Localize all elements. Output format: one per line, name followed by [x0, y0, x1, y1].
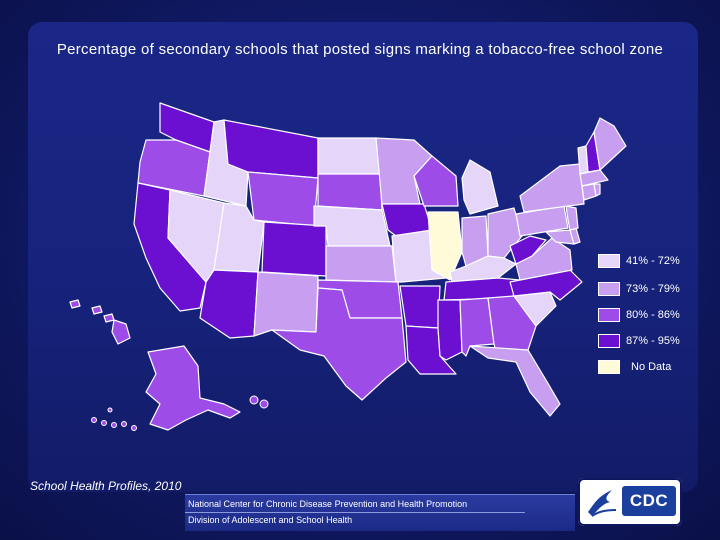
state-MS	[437, 299, 463, 361]
state-NM	[253, 271, 319, 337]
state-AZ	[199, 269, 259, 339]
legend-swatch	[598, 254, 620, 268]
state-RI	[593, 183, 601, 197]
state-TX	[271, 287, 407, 401]
state-MA	[579, 169, 609, 187]
legend-label: No Data	[631, 361, 672, 373]
footer-box: National Center for Chronic Disease Prev…	[185, 494, 575, 531]
footer-division-name: Division of Adolescent and School Health	[188, 515, 353, 525]
legend-label: 87% - 95%	[626, 335, 680, 347]
state-ND	[317, 137, 381, 175]
state-FL	[469, 345, 561, 417]
legend-swatch	[598, 360, 620, 374]
legend-swatch	[598, 282, 620, 296]
source-citation: School Health Profiles, 2010	[30, 479, 182, 493]
state-AR	[399, 285, 441, 329]
hhs-eagle-icon	[588, 490, 617, 517]
alaska-islands	[91, 395, 269, 431]
state-KY	[449, 255, 517, 283]
state-CO	[261, 221, 327, 277]
legend-label: 80% - 86%	[626, 309, 680, 321]
state-HI	[69, 299, 131, 345]
state-NY	[519, 163, 585, 213]
state-WV	[509, 235, 547, 265]
legend-swatch	[598, 308, 620, 322]
state-WI	[413, 155, 459, 207]
state-KS	[325, 245, 397, 283]
state-IL	[427, 211, 463, 281]
state-AK	[145, 345, 241, 431]
cdc-logo-text: CDC	[622, 486, 676, 516]
state-MI	[461, 159, 499, 215]
state-NJ	[565, 205, 579, 231]
state-WY	[247, 171, 319, 227]
state-SD	[317, 173, 383, 211]
legend-label: 41% - 72%	[626, 255, 680, 267]
footer-divider	[185, 512, 525, 513]
footer-center-name: National Center for Chronic Disease Prev…	[188, 499, 468, 509]
cdc-logo: CDC	[578, 478, 682, 526]
legend-swatch	[598, 334, 620, 348]
map-title: Percentage of secondary schools that pos…	[56, 41, 664, 58]
state-ME	[593, 117, 627, 171]
legend-label: 73% - 79%	[626, 283, 680, 295]
